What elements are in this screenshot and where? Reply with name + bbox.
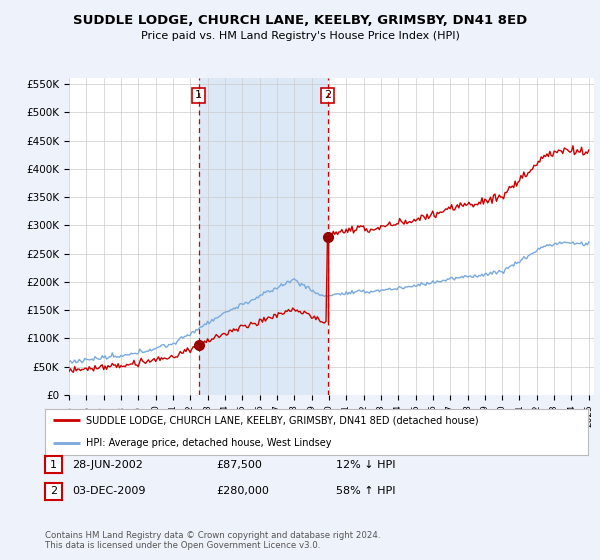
Bar <box>199 78 328 395</box>
Text: Price paid vs. HM Land Registry's House Price Index (HPI): Price paid vs. HM Land Registry's House … <box>140 31 460 41</box>
Text: HPI: Average price, detached house, West Lindsey: HPI: Average price, detached house, West… <box>86 438 331 448</box>
Text: £280,000: £280,000 <box>216 486 269 496</box>
Text: 58% ↑ HPI: 58% ↑ HPI <box>336 486 395 496</box>
Text: SUDDLE LODGE, CHURCH LANE, KEELBY, GRIMSBY, DN41 8ED: SUDDLE LODGE, CHURCH LANE, KEELBY, GRIMS… <box>73 14 527 27</box>
Text: 2: 2 <box>324 90 331 100</box>
Text: 1: 1 <box>195 90 202 100</box>
Text: 28-JUN-2002: 28-JUN-2002 <box>72 460 143 470</box>
Text: 03-DEC-2009: 03-DEC-2009 <box>72 486 146 496</box>
Text: 2: 2 <box>50 486 57 496</box>
Text: 1: 1 <box>50 460 57 470</box>
Text: £87,500: £87,500 <box>216 460 262 470</box>
Text: 12% ↓ HPI: 12% ↓ HPI <box>336 460 395 470</box>
Text: Contains HM Land Registry data © Crown copyright and database right 2024.
This d: Contains HM Land Registry data © Crown c… <box>45 531 380 550</box>
Text: SUDDLE LODGE, CHURCH LANE, KEELBY, GRIMSBY, DN41 8ED (detached house): SUDDLE LODGE, CHURCH LANE, KEELBY, GRIMS… <box>86 416 478 425</box>
